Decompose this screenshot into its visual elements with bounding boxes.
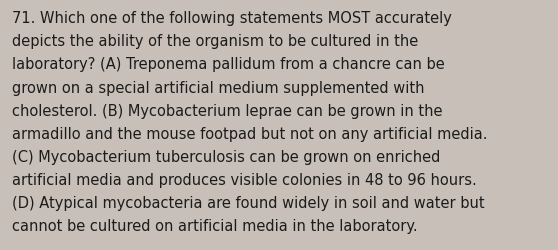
- Text: depicts the ability of the organism to be cultured in the: depicts the ability of the organism to b…: [12, 34, 418, 49]
- Text: cannot be cultured on artificial media in the laboratory.: cannot be cultured on artificial media i…: [12, 218, 418, 233]
- Text: artificial media and produces visible colonies in 48 to 96 hours.: artificial media and produces visible co…: [12, 172, 477, 187]
- Text: (C) Mycobacterium tuberculosis can be grown on enriched: (C) Mycobacterium tuberculosis can be gr…: [12, 149, 441, 164]
- Text: grown on a special artificial medium supplemented with: grown on a special artificial medium sup…: [12, 80, 425, 95]
- Text: armadillo and the mouse footpad but not on any artificial media.: armadillo and the mouse footpad but not …: [12, 126, 488, 141]
- Text: cholesterol. (B) Mycobacterium leprae can be grown in the: cholesterol. (B) Mycobacterium leprae ca…: [12, 103, 443, 118]
- Text: 71. Which one of the following statements MOST accurately: 71. Which one of the following statement…: [12, 11, 452, 26]
- Text: (D) Atypical mycobacteria are found widely in soil and water but: (D) Atypical mycobacteria are found wide…: [12, 195, 485, 210]
- Text: laboratory? (A) Treponema pallidum from a chancre can be: laboratory? (A) Treponema pallidum from …: [12, 57, 445, 72]
